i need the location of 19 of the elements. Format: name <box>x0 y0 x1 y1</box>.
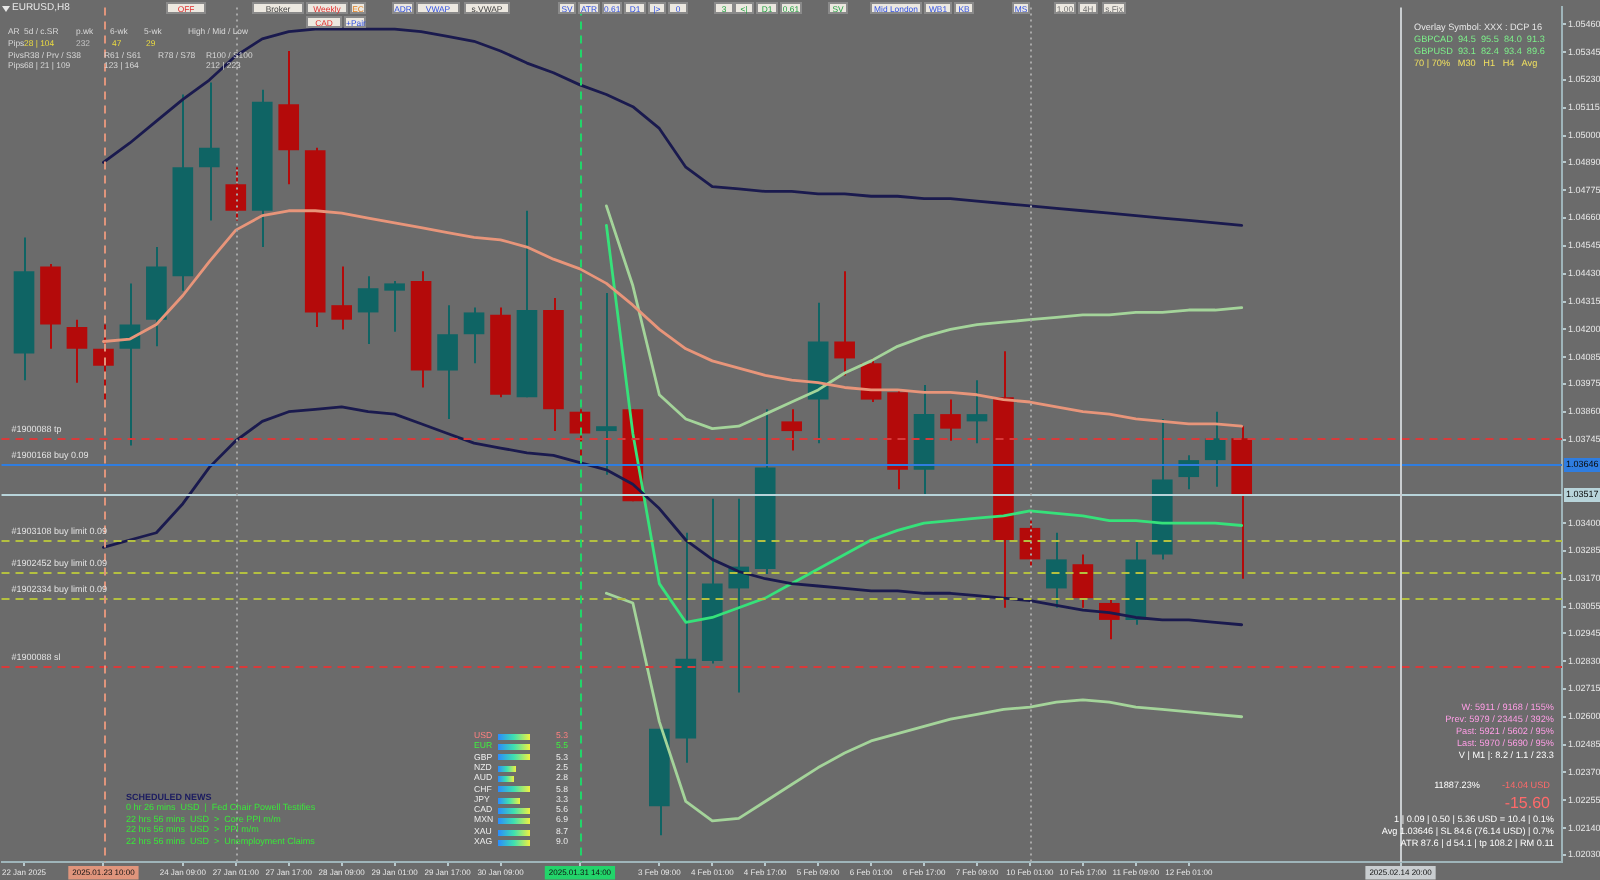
candlestick <box>860 357 882 404</box>
candlestick <box>437 304 458 420</box>
candlestick <box>66 318 88 384</box>
candlestick <box>1204 410 1226 488</box>
candlestick <box>1178 454 1200 491</box>
candlestick <box>834 270 855 377</box>
candlestick <box>1072 553 1094 609</box>
candlestick <box>384 279 405 333</box>
candlestick <box>463 306 485 365</box>
candlestick <box>596 292 617 476</box>
candlestick <box>1046 531 1067 609</box>
candlestick <box>357 275 379 345</box>
candlestick <box>278 49 300 186</box>
candlestick <box>966 379 988 445</box>
candlestick <box>199 81 220 222</box>
candlestick <box>781 408 803 452</box>
candlestick <box>331 265 352 331</box>
text: -15.60 <box>1504 794 1550 812</box>
candlestick <box>940 398 961 442</box>
